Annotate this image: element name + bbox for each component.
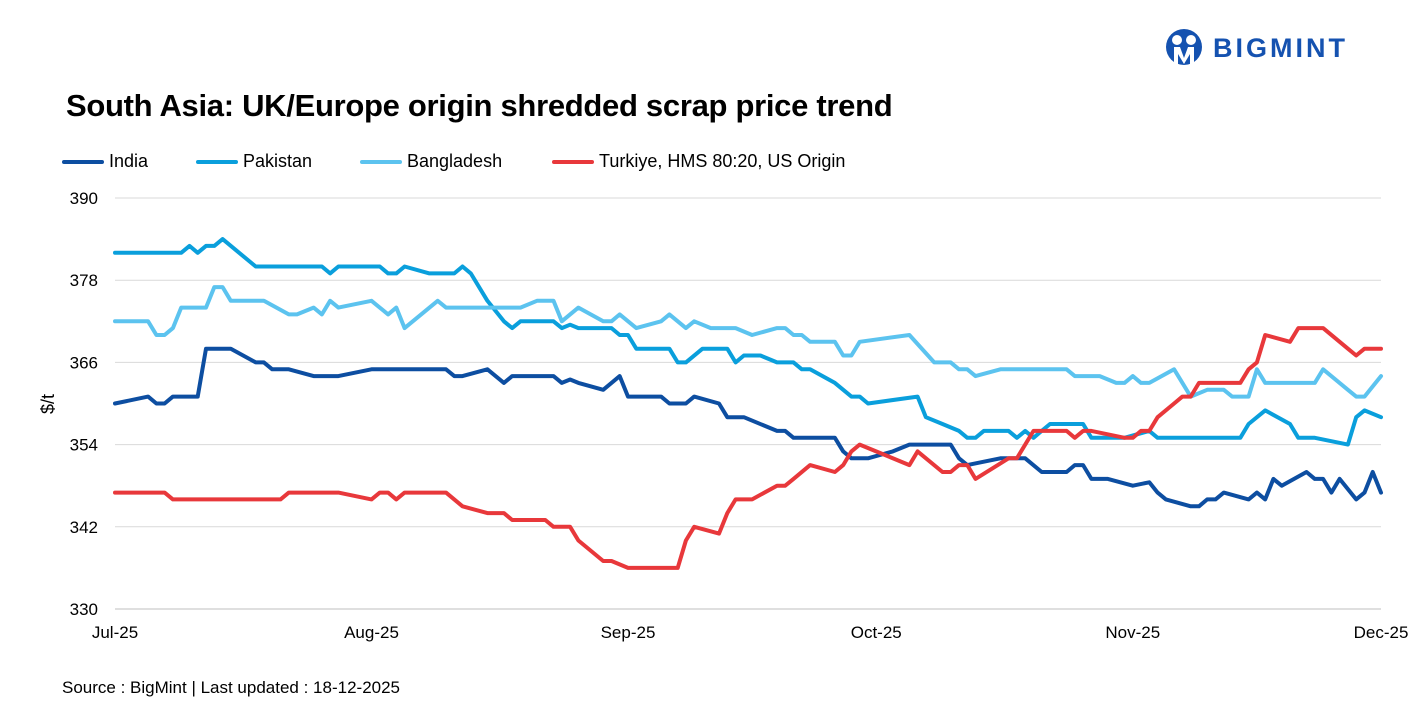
- series-line-turkiye: [113, 326, 1383, 570]
- x-tick-label: Oct-25: [851, 623, 902, 642]
- y-tick-label: 378: [70, 271, 98, 290]
- legend-swatch: [196, 159, 238, 164]
- legend-label: Pakistan: [243, 151, 313, 171]
- chart-title: South Asia: UK/Europe origin shredded sc…: [66, 88, 893, 123]
- bigmint-logo: BIGMINT: [1165, 28, 1348, 68]
- y-tick-label: 342: [70, 518, 98, 537]
- x-tick-label: Jul-25: [92, 623, 138, 642]
- bigmint-people-icon: [1166, 29, 1202, 66]
- series-line-bangladesh: [113, 285, 1383, 399]
- series-line-pakistan: [113, 237, 1383, 447]
- legend-item-bangladesh: Bangladesh: [360, 151, 502, 172]
- legend-label: India: [109, 151, 149, 171]
- legend-label: Bangladesh: [407, 151, 503, 171]
- legend-item-pakistan: Pakistan: [196, 151, 312, 172]
- legend-item-india: India: [62, 151, 148, 172]
- legend-swatch: [552, 159, 594, 164]
- y-tick-label: 366: [70, 353, 98, 372]
- x-tick-label: Aug-25: [344, 623, 399, 642]
- legend-swatch: [62, 159, 104, 164]
- x-tick-label: Dec-25: [1354, 623, 1409, 642]
- y-tick-label: 354: [70, 436, 98, 455]
- x-tick-label: Sep-25: [601, 623, 656, 642]
- y-axis-label: $/t: [38, 394, 58, 414]
- legend-label: Turkiye, HMS 80:20, US Origin: [599, 151, 846, 171]
- source-note: Source : BigMint | Last updated : 18-12-…: [62, 678, 401, 697]
- series-line-india: [113, 346, 1383, 509]
- y-tick-label: 330: [70, 600, 98, 619]
- logo-text: BIGMINT: [1213, 32, 1348, 63]
- legend-swatch: [360, 159, 402, 164]
- x-tick-label: Nov-25: [1105, 623, 1160, 642]
- y-tick-label: 390: [70, 189, 98, 208]
- legend-item-turkiye: Turkiye, HMS 80:20, US Origin: [552, 151, 845, 172]
